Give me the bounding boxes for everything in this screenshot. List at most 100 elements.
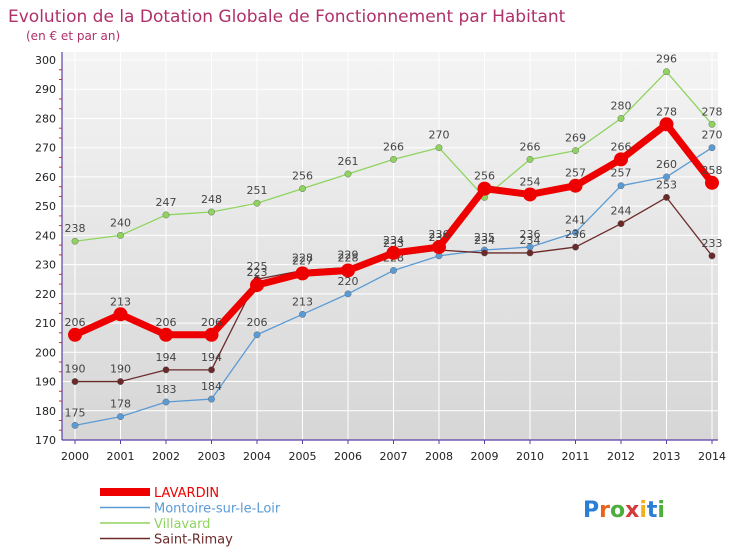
data-label: 175 — [65, 406, 86, 419]
data-point — [617, 115, 625, 122]
data-label: 225 — [247, 260, 268, 273]
x-tick-label: 2009 — [471, 450, 499, 463]
data-point — [614, 152, 628, 167]
x-tick-label: 2011 — [562, 450, 590, 463]
data-label: 233 — [383, 237, 404, 250]
data-label: 183 — [156, 383, 177, 396]
data-point — [344, 170, 352, 178]
data-label: 194 — [201, 351, 222, 364]
x-tick-label: 2010 — [516, 450, 544, 463]
plot-area: 170 180 190 200 210 220 230 240 250 260 270 280 290 3… — [35, 52, 726, 463]
data-label: 278 — [702, 105, 723, 118]
data-label: 266 — [520, 140, 541, 153]
data-label: 206 — [247, 316, 268, 329]
data-label: 270 — [429, 129, 450, 142]
data-point — [162, 366, 170, 374]
y-tick-label: 180 — [35, 405, 56, 418]
data-point — [390, 155, 397, 163]
data-point — [526, 155, 534, 163]
x-tick-label: 2002 — [152, 450, 180, 463]
data-point — [117, 231, 124, 239]
data-point — [435, 144, 443, 152]
data-point — [117, 378, 124, 385]
data-label: 236 — [429, 228, 450, 241]
data-label: 234 — [383, 234, 404, 247]
data-label: 253 — [656, 178, 677, 191]
legend: LAVARDINMontoire-sur-le-LoirVillavardSai… — [100, 486, 281, 548]
legend-label: LAVARDIN — [154, 486, 219, 501]
data-label: 260 — [656, 158, 677, 171]
x-tick-label: 2004 — [243, 450, 271, 463]
data-label: 278 — [656, 105, 677, 118]
y-tick-label: 200 — [35, 346, 56, 359]
y-tick-label: 260 — [35, 171, 56, 184]
data-label: 266 — [611, 140, 632, 153]
x-tick-label: 2005 — [289, 450, 317, 463]
data-point — [208, 208, 215, 216]
data-label: 269 — [565, 132, 586, 145]
data-point — [617, 182, 625, 190]
plot-background — [62, 52, 718, 440]
data-label: 256 — [292, 170, 313, 183]
data-point — [299, 310, 306, 318]
data-label: 248 — [201, 193, 222, 206]
data-point — [117, 413, 124, 421]
data-point — [250, 278, 264, 293]
data-point — [663, 173, 670, 181]
data-label: 254 — [520, 175, 541, 188]
data-label: 184 — [201, 380, 222, 393]
data-label: 240 — [110, 216, 131, 229]
y-tick-label: 270 — [35, 142, 56, 155]
data-label: 213 — [110, 295, 131, 308]
data-point — [344, 290, 352, 298]
data-point — [162, 211, 170, 219]
data-point — [432, 240, 446, 255]
y-tick-label: 190 — [35, 376, 56, 389]
data-point — [71, 378, 79, 385]
data-point — [481, 249, 488, 257]
x-tick-label: 2006 — [334, 450, 362, 463]
data-label: 223 — [247, 266, 268, 279]
data-point — [299, 185, 306, 193]
y-tick-label: 300 — [35, 54, 56, 67]
x-tick-label: 2013 — [653, 450, 681, 463]
legend-label: Saint-Rimay — [154, 533, 233, 548]
data-label: 206 — [156, 316, 177, 329]
data-label: 251 — [247, 184, 268, 197]
data-point — [71, 421, 79, 429]
legend-label: Villavard — [154, 517, 210, 532]
y-tick-label: 220 — [35, 288, 56, 301]
data-point — [659, 117, 674, 132]
data-point — [572, 243, 579, 251]
data-point — [526, 249, 534, 257]
data-point — [113, 307, 128, 322]
data-point — [572, 147, 579, 155]
y-tick-label: 290 — [35, 83, 56, 96]
data-point — [253, 331, 261, 339]
x-tick-label: 2014 — [698, 450, 726, 463]
data-point — [208, 366, 215, 374]
chart-title: Evolution de la Dotation Globale de Fonc… — [8, 7, 566, 27]
data-label: 234 — [474, 234, 495, 247]
data-point — [617, 220, 625, 228]
data-label: 238 — [65, 222, 86, 235]
data-point — [386, 245, 401, 260]
data-label: 233 — [702, 237, 723, 250]
x-tick-label: 2007 — [380, 450, 408, 463]
data-label: 206 — [65, 316, 86, 329]
data-point — [208, 395, 215, 403]
data-label: 227 — [292, 254, 313, 267]
data-label: 234 — [520, 234, 541, 247]
y-tick-label: 210 — [35, 317, 56, 330]
data-label: 213 — [292, 295, 313, 308]
data-point — [663, 68, 670, 76]
data-label: 206 — [201, 316, 222, 329]
y-tick-label: 250 — [35, 200, 56, 213]
series-villavard: 238 240 247 248 251 256 261 266 270 266 269 280 296 2… — [65, 53, 723, 245]
data-point — [708, 120, 716, 128]
data-point — [705, 175, 719, 190]
x-tick-label: 2000 — [61, 450, 89, 463]
